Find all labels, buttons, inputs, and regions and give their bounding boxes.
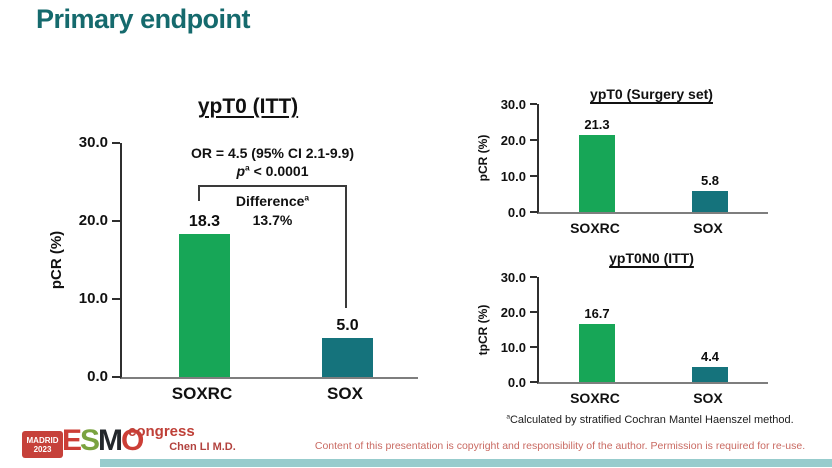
y-tick-label: 30.0 [78,134,108,151]
p-superscript: a [245,162,250,173]
footnote-superscript: a [506,413,510,421]
p-symbol: p [236,163,246,179]
y-tick-mark [530,311,537,313]
y-tick-label: 10.0 [500,340,526,355]
y-axis-label: tpCR (%) [476,304,490,356]
plot-area: 18.3 5.0 [120,143,418,379]
x-category-sox: SOX [693,220,723,236]
bar-value-label: 21.3 [584,117,610,133]
x-category-soxrc: SOXRC [570,390,620,406]
bar-soxrc: 16.7 [579,306,615,382]
x-category-sox: SOX [327,384,363,403]
bar-soxrc: 18.3 [179,213,230,377]
bar-value-label: 16.7 [584,305,610,321]
slide-title: Primary endpoint [36,4,251,34]
bottom-accent-bar [100,459,832,467]
footnote-text: Calculated by stratified Cochran Mantel … [509,414,794,426]
bar-value-label: 18.3 [188,213,221,231]
badge-year: 2023 [33,445,52,454]
x-category-soxrc: SOXRC [570,220,620,236]
footnote: aCalculated by stratified Cochran Mantel… [460,414,832,426]
bar-sox: 5.0 [322,317,373,377]
y-tick-label: 30.0 [500,270,526,285]
p-value-text: < 0.0001 [253,163,309,179]
y-tick-label: 10.0 [78,290,108,307]
p-value-annotation: pa < 0.0001 [150,163,395,179]
y-tick-mark [530,139,537,141]
plot-area: 16.7 4.4 [537,277,768,384]
y-tick-label: 20.0 [78,212,108,229]
y-tick-label: 20.0 [500,305,526,320]
y-tick-label: 10.0 [500,169,526,184]
y-tick-mark [530,103,537,105]
bar-value-label: 4.4 [700,348,720,364]
esmo-logo: ESMO [62,424,144,457]
difference-superscript: a [304,192,310,203]
difference-value: 13.7% [252,212,293,228]
difference-label: Differencea [235,192,310,209]
difference-bracket-right [345,185,347,308]
y-tick-mark [112,142,120,144]
y-tick-mark [530,381,537,383]
difference-bracket-left [198,185,200,201]
bar-value-label: 5.0 [336,317,359,335]
x-category-sox: SOX [693,390,723,406]
y-tick-mark [112,298,120,300]
plot-area: 21.3 5.8 [537,104,768,214]
bar-soxrc: 21.3 [579,117,615,212]
y-tick-mark [530,276,537,278]
x-category-soxrc: SOXRC [171,384,233,403]
y-tick-mark [530,175,537,177]
y-tick-mark [112,376,120,378]
bar-value-label: 5.8 [700,173,720,189]
odds-ratio-annotation: OR = 4.5 (95% CI 2.1-9.9) [190,145,355,161]
y-tick-mark [530,346,537,348]
esmo-congress-label: congress [128,423,195,440]
y-tick-mark [112,220,120,222]
y-tick-label: 0.0 [507,205,526,220]
y-tick-mark [530,211,537,213]
y-tick-label: 0.0 [507,375,526,390]
difference-bracket-top [198,185,347,187]
chart-title: ypT0N0 (ITT) [609,250,694,266]
bar-sox: 5.8 [692,173,728,212]
esmo-madrid-badge: MADRID 2023 [22,431,63,458]
author-credit: Chen LI M.D. [169,441,236,453]
y-tick-label: 30.0 [500,97,526,112]
chart-title: ypT0 (Surgery set) [590,86,713,102]
y-axis-label: pCR (%) [476,134,490,182]
bar-sox: 4.4 [692,349,728,382]
y-tick-label: 20.0 [500,133,526,148]
copyright-notice: Content of this presentation is copyrigh… [314,440,806,452]
y-tick-label: 0.0 [87,368,108,385]
chart-title: ypT0 (ITT) [197,95,299,118]
badge-location: MADRID [26,436,59,445]
